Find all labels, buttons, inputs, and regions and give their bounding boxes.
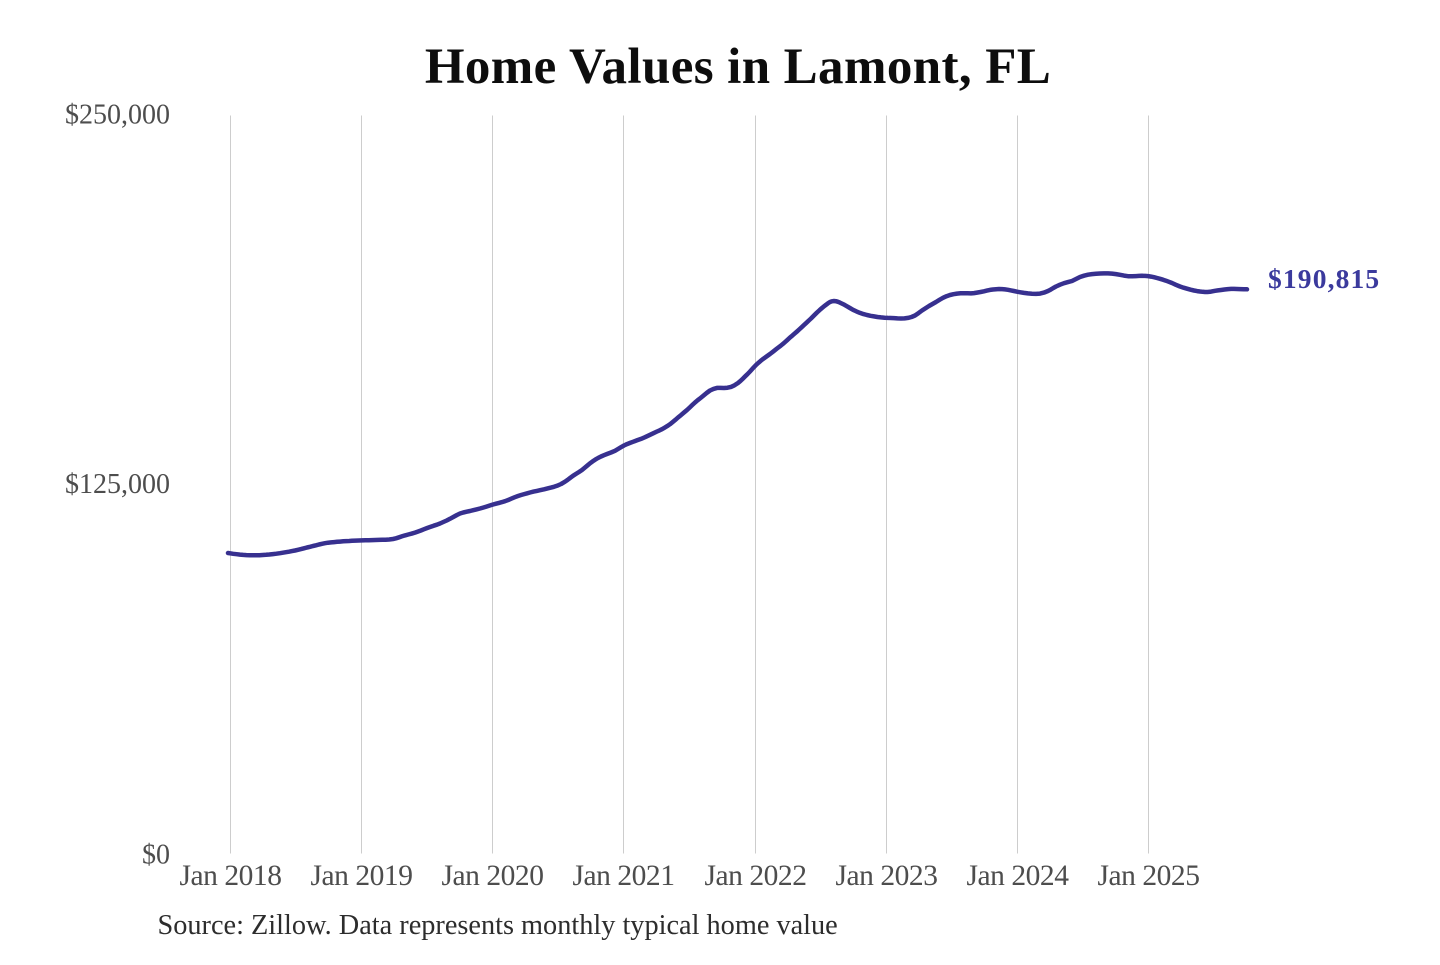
svg-text:Jan 2022: Jan 2022 [704, 860, 806, 892]
svg-text:$250,000: $250,000 [65, 99, 170, 130]
svg-text:Jan 2020: Jan 2020 [441, 860, 543, 892]
svg-text:$190,815: $190,815 [1268, 263, 1380, 294]
svg-text:$0: $0 [142, 840, 170, 871]
svg-text:Jan 2024: Jan 2024 [966, 860, 1069, 892]
svg-text:Jan 2018: Jan 2018 [179, 860, 281, 892]
svg-text:$125,000: $125,000 [65, 469, 170, 500]
svg-text:Jan 2019: Jan 2019 [310, 860, 412, 892]
svg-text:Source: Zillow. Data represent: Source: Zillow. Data represents monthly … [158, 910, 838, 941]
svg-text:Home Values in Lamont, FL: Home Values in Lamont, FL [425, 39, 1051, 95]
svg-text:Jan 2025: Jan 2025 [1097, 860, 1199, 892]
svg-text:Jan 2023: Jan 2023 [835, 860, 937, 892]
svg-text:Jan 2021: Jan 2021 [572, 860, 674, 892]
